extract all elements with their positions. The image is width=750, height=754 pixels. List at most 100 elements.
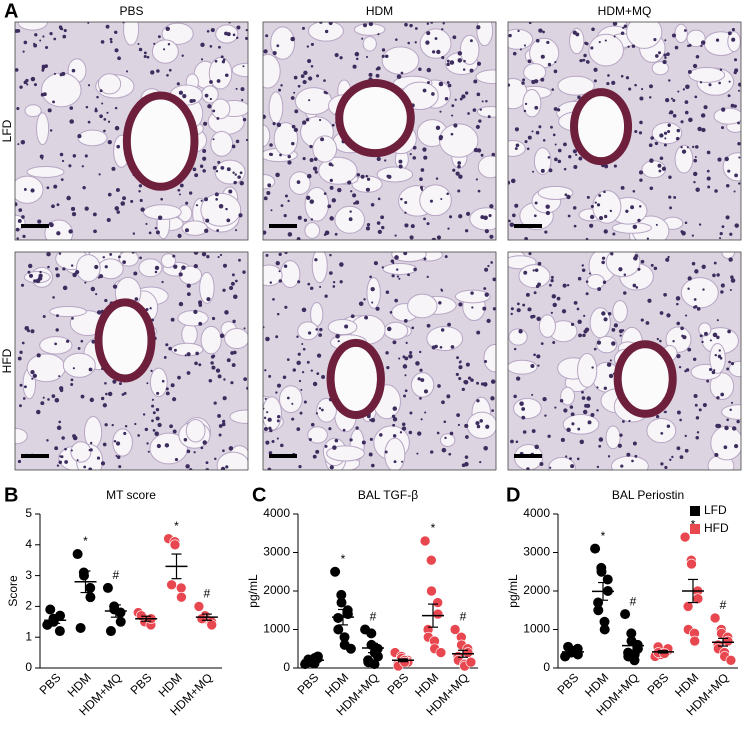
nucleus [509, 222, 515, 228]
nucleus [275, 172, 280, 178]
nucleus [324, 29, 329, 34]
nucleus [530, 363, 535, 368]
nucleus [385, 290, 390, 294]
y-axis-label: pg/mL [246, 574, 260, 608]
x-tick-label: PBS [554, 670, 581, 697]
nucleus [267, 417, 272, 422]
nucleus [581, 268, 586, 272]
alveolus [537, 185, 574, 200]
nucleus [355, 426, 359, 430]
nucleus [242, 270, 246, 274]
nucleus [403, 252, 408, 256]
nucleus [42, 35, 45, 38]
alveolus [508, 140, 526, 157]
nucleus [457, 189, 461, 193]
dot [435, 647, 447, 658]
nucleus [716, 396, 720, 400]
nucleus [226, 358, 231, 363]
nucleus [618, 329, 624, 334]
nucleus [287, 154, 291, 159]
nucleus [321, 375, 326, 379]
nucleus [107, 120, 111, 123]
nucleus [561, 309, 567, 314]
nucleus [553, 69, 558, 74]
nucleus [332, 285, 336, 288]
nucleus [542, 396, 547, 402]
nucleus [702, 288, 705, 291]
nucleus [549, 283, 552, 287]
nucleus [51, 204, 55, 209]
nucleus [666, 424, 671, 429]
nucleus [485, 100, 488, 103]
nucleus [169, 424, 173, 429]
nucleus [154, 270, 158, 274]
nucleus [161, 379, 165, 383]
nucleus [269, 281, 273, 284]
nucleus [528, 22, 532, 25]
nucleus [572, 149, 577, 154]
alveolus [557, 75, 595, 96]
scale-bar [514, 454, 542, 458]
nucleus [240, 87, 245, 92]
nucleus [703, 105, 708, 110]
nucleus [329, 185, 334, 190]
nucleus [409, 235, 414, 240]
nucleus [437, 384, 441, 388]
nucleus [83, 465, 87, 469]
nucleus [536, 316, 541, 322]
nucleus [307, 331, 312, 335]
nucleus [660, 462, 664, 466]
nucleus [491, 152, 496, 157]
nucleus [441, 400, 445, 405]
nucleus [545, 210, 551, 216]
alveolus [151, 39, 179, 64]
nucleus [738, 82, 741, 87]
nucleus [238, 258, 241, 262]
nucleus [219, 333, 225, 339]
nucleus [554, 143, 557, 146]
nucleus [531, 130, 534, 133]
nucleus [379, 433, 383, 437]
nucleus [294, 109, 299, 114]
nucleus [143, 54, 147, 59]
alveolus [270, 26, 296, 60]
nucleus [62, 34, 67, 39]
nucleus [479, 108, 482, 111]
nucleus [415, 361, 420, 366]
nucleus [672, 340, 675, 343]
nucleus [700, 44, 703, 48]
nucleus [109, 37, 113, 41]
nucleus [30, 76, 36, 82]
nucleus [566, 194, 571, 200]
nucleus [49, 222, 54, 228]
nucleus [150, 369, 153, 373]
nucleus [612, 22, 618, 26]
nucleus [723, 445, 728, 450]
nucleus [275, 335, 279, 339]
nucleus [649, 186, 654, 191]
nucleus [375, 73, 380, 78]
nucleus [694, 95, 698, 99]
nucleus [663, 411, 666, 414]
nucleus [628, 87, 632, 91]
nucleus [526, 147, 530, 151]
nucleus [456, 413, 460, 418]
nucleus [203, 121, 208, 126]
nucleus [589, 214, 595, 220]
nucleus [512, 213, 516, 218]
nucleus [210, 361, 214, 365]
nucleus [508, 83, 511, 87]
airway [94, 298, 156, 383]
dot [115, 616, 126, 627]
nucleus [234, 279, 238, 283]
nucleus [195, 204, 199, 207]
nucleus [212, 165, 217, 170]
nucleus [275, 391, 278, 394]
nucleus [404, 389, 408, 393]
nucleus [381, 48, 386, 52]
nucleus [27, 329, 31, 333]
x-tick-label: PBS [644, 670, 671, 697]
nucleus [366, 177, 371, 181]
nucleus [307, 59, 312, 64]
